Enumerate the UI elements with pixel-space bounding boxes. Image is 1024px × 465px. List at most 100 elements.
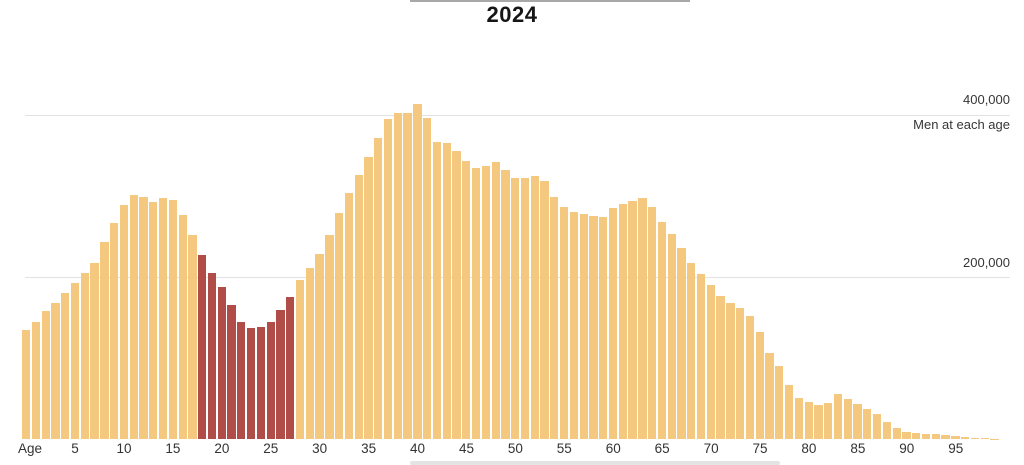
- age-bar-71[interactable]: [716, 296, 725, 439]
- age-bar-19[interactable]: [207, 272, 217, 439]
- age-bar-90[interactable]: [902, 431, 911, 439]
- age-bar-40[interactable]: [413, 103, 422, 439]
- age-bar-64[interactable]: [648, 206, 657, 439]
- age-bar-70[interactable]: [706, 285, 715, 439]
- age-bar-48[interactable]: [491, 161, 500, 439]
- age-bar-77[interactable]: [775, 366, 784, 439]
- age-bar-4[interactable]: [61, 293, 70, 439]
- age-bar-82[interactable]: [824, 403, 833, 439]
- age-bar-14[interactable]: [158, 198, 168, 439]
- age-bar-75[interactable]: [755, 332, 764, 439]
- age-bar-56[interactable]: [569, 212, 579, 439]
- age-bar-43[interactable]: [442, 143, 451, 439]
- age-bar-11[interactable]: [129, 195, 138, 439]
- age-bar-42[interactable]: [432, 141, 442, 439]
- age-bar-79[interactable]: [794, 397, 803, 439]
- age-bar-38[interactable]: [393, 112, 402, 439]
- age-bar-94[interactable]: [941, 434, 950, 439]
- age-bar-91[interactable]: [912, 433, 921, 439]
- age-bar-59[interactable]: [599, 217, 608, 439]
- age-bar-18[interactable]: [198, 255, 207, 439]
- timeline-scrubber[interactable]: [410, 461, 780, 465]
- age-bar-97[interactable]: [970, 437, 980, 439]
- age-bar-8[interactable]: [100, 242, 109, 439]
- age-bar-0[interactable]: [22, 329, 31, 439]
- age-bar-7[interactable]: [90, 263, 99, 439]
- age-bar-33[interactable]: [344, 192, 354, 439]
- age-bar-16[interactable]: [178, 214, 187, 439]
- age-bar-45[interactable]: [462, 161, 471, 439]
- age-bar-93[interactable]: [931, 434, 940, 439]
- age-bar-29[interactable]: [305, 268, 314, 439]
- age-bar-6[interactable]: [80, 272, 89, 439]
- age-bar-39[interactable]: [403, 112, 412, 439]
- age-bar-30[interactable]: [315, 254, 324, 439]
- age-bar-69[interactable]: [696, 273, 706, 439]
- age-bar-81[interactable]: [814, 404, 823, 439]
- age-bar-41[interactable]: [423, 118, 432, 439]
- age-bar-23[interactable]: [246, 328, 256, 439]
- age-bar-49[interactable]: [501, 170, 510, 439]
- age-bar-85[interactable]: [853, 404, 862, 439]
- age-bar-5[interactable]: [70, 282, 80, 439]
- age-bar-28[interactable]: [295, 280, 305, 439]
- age-bar-51[interactable]: [520, 178, 530, 439]
- age-bar-32[interactable]: [335, 213, 344, 439]
- age-bar-54[interactable]: [550, 196, 559, 439]
- age-bar-65[interactable]: [657, 221, 667, 439]
- age-bar-67[interactable]: [677, 247, 686, 439]
- age-bar-12[interactable]: [139, 196, 148, 439]
- age-bar-83[interactable]: [833, 394, 843, 439]
- age-bar-13[interactable]: [149, 201, 158, 439]
- age-bar-61[interactable]: [618, 204, 627, 439]
- age-bar-46[interactable]: [471, 167, 481, 439]
- age-bar-80[interactable]: [804, 401, 813, 439]
- age-bar-17[interactable]: [188, 234, 197, 439]
- age-bar-99[interactable]: [990, 438, 999, 439]
- age-bar-62[interactable]: [628, 200, 637, 439]
- age-bar-98[interactable]: [980, 438, 989, 439]
- age-bar-27[interactable]: [286, 297, 295, 439]
- age-bar-76[interactable]: [765, 353, 774, 439]
- age-bar-47[interactable]: [481, 166, 490, 439]
- age-bar-10[interactable]: [119, 204, 129, 439]
- age-bar-88[interactable]: [882, 422, 892, 439]
- age-bar-26[interactable]: [276, 310, 285, 439]
- age-bar-86[interactable]: [863, 409, 872, 439]
- age-bar-72[interactable]: [726, 302, 735, 439]
- age-bar-87[interactable]: [872, 413, 882, 439]
- age-bar-58[interactable]: [589, 216, 598, 439]
- age-bar-15[interactable]: [168, 200, 177, 439]
- age-bar-24[interactable]: [256, 327, 266, 439]
- age-bar-2[interactable]: [41, 311, 50, 439]
- age-bar-35[interactable]: [364, 157, 373, 439]
- age-bar-22[interactable]: [237, 322, 246, 439]
- age-bar-21[interactable]: [227, 305, 236, 439]
- age-bar-37[interactable]: [383, 119, 393, 439]
- age-bar-44[interactable]: [452, 150, 461, 439]
- age-bar-25[interactable]: [266, 322, 275, 439]
- age-bar-34[interactable]: [354, 174, 363, 439]
- age-bar-50[interactable]: [511, 178, 520, 439]
- age-bar-63[interactable]: [638, 197, 647, 439]
- age-bar-1[interactable]: [31, 322, 41, 439]
- age-bar-31[interactable]: [325, 234, 334, 439]
- age-bar-57[interactable]: [579, 213, 588, 439]
- age-bar-53[interactable]: [540, 180, 549, 439]
- age-bar-20[interactable]: [217, 286, 226, 439]
- age-bar-78[interactable]: [784, 384, 794, 439]
- age-bar-9[interactable]: [110, 222, 119, 439]
- age-bar-92[interactable]: [921, 434, 931, 439]
- age-bar-52[interactable]: [530, 175, 539, 439]
- age-bar-60[interactable]: [608, 208, 618, 439]
- age-bar-3[interactable]: [51, 302, 60, 439]
- age-bar-73[interactable]: [736, 307, 745, 439]
- age-bar-96[interactable]: [961, 436, 970, 439]
- age-bar-36[interactable]: [374, 137, 383, 439]
- age-bar-84[interactable]: [843, 398, 852, 439]
- age-bar-55[interactable]: [559, 206, 569, 439]
- age-bar-68[interactable]: [687, 263, 696, 439]
- age-bar-95[interactable]: [951, 435, 960, 439]
- age-bar-66[interactable]: [667, 234, 676, 439]
- age-bar-74[interactable]: [745, 315, 755, 439]
